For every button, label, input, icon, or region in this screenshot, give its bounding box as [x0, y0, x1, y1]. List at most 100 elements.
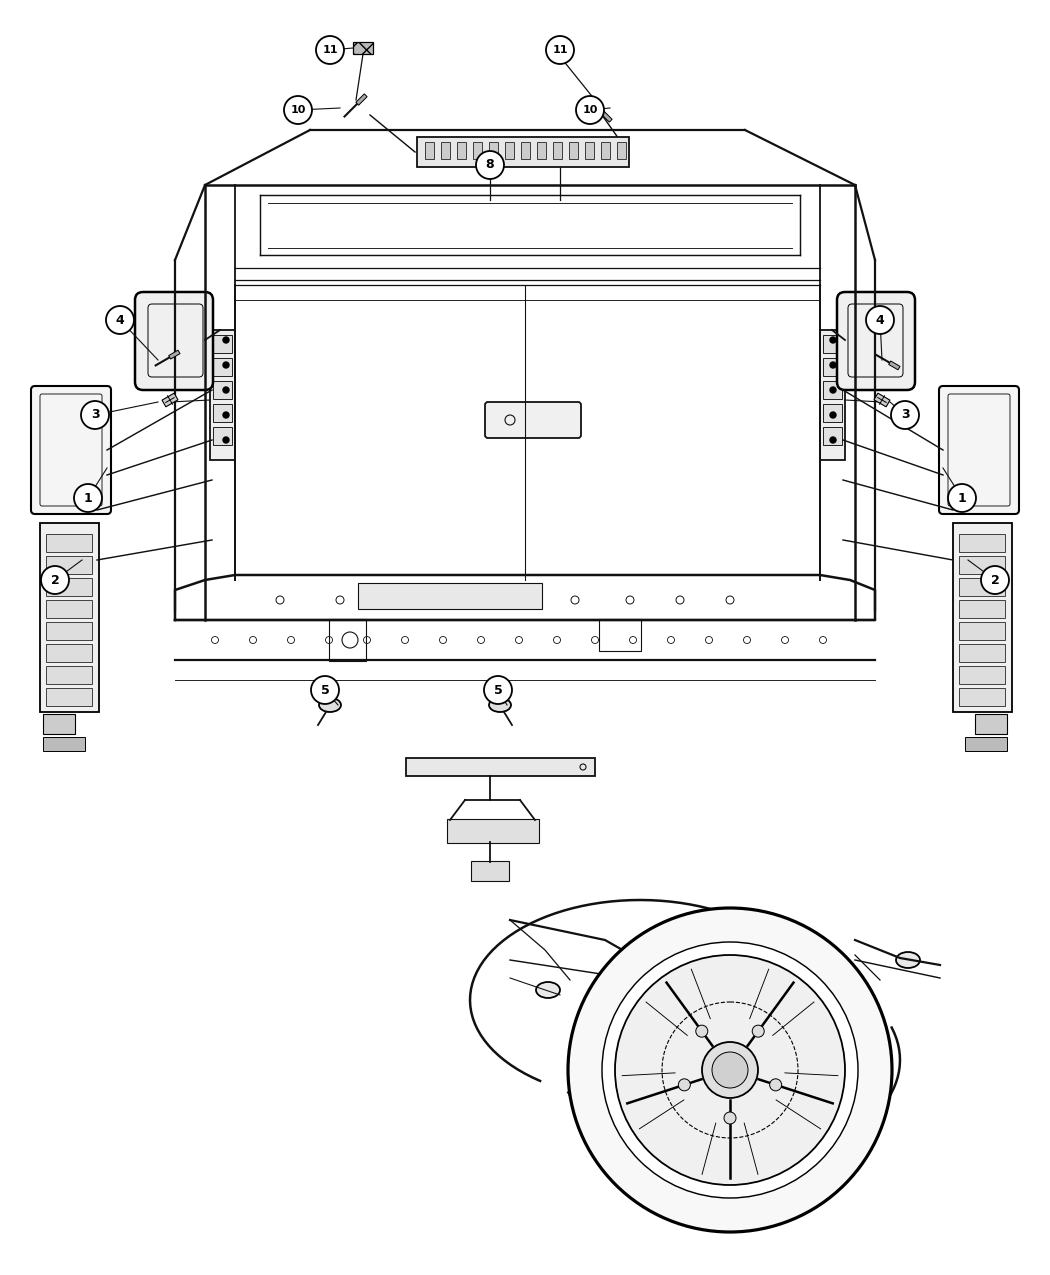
FancyBboxPatch shape — [46, 556, 92, 574]
Circle shape — [891, 402, 919, 428]
Circle shape — [316, 36, 344, 64]
Circle shape — [770, 1079, 781, 1091]
Polygon shape — [874, 393, 890, 407]
Text: 5: 5 — [494, 683, 502, 696]
FancyBboxPatch shape — [965, 737, 1007, 751]
Polygon shape — [169, 351, 180, 360]
Text: 2: 2 — [990, 574, 1000, 586]
FancyBboxPatch shape — [959, 688, 1005, 706]
FancyBboxPatch shape — [358, 583, 542, 609]
Circle shape — [576, 96, 604, 124]
Text: 8: 8 — [486, 158, 495, 172]
FancyBboxPatch shape — [213, 381, 232, 399]
FancyBboxPatch shape — [617, 142, 626, 159]
FancyBboxPatch shape — [823, 404, 842, 422]
FancyBboxPatch shape — [46, 622, 92, 640]
FancyBboxPatch shape — [548, 42, 568, 54]
FancyBboxPatch shape — [213, 427, 232, 445]
Circle shape — [702, 1042, 758, 1098]
FancyBboxPatch shape — [32, 386, 111, 514]
FancyBboxPatch shape — [213, 335, 232, 353]
FancyBboxPatch shape — [353, 42, 373, 54]
FancyBboxPatch shape — [975, 714, 1007, 734]
Circle shape — [74, 484, 102, 513]
Text: 2: 2 — [50, 574, 60, 586]
FancyBboxPatch shape — [472, 142, 482, 159]
Circle shape — [41, 566, 69, 594]
Polygon shape — [356, 94, 368, 105]
Polygon shape — [601, 111, 612, 122]
FancyBboxPatch shape — [959, 556, 1005, 574]
Circle shape — [311, 676, 339, 704]
Text: 4: 4 — [116, 314, 124, 326]
Text: 11: 11 — [552, 45, 568, 55]
FancyBboxPatch shape — [953, 523, 1012, 711]
Text: 3: 3 — [90, 408, 100, 422]
FancyBboxPatch shape — [213, 404, 232, 422]
FancyBboxPatch shape — [959, 622, 1005, 640]
Circle shape — [830, 437, 836, 442]
Ellipse shape — [319, 697, 341, 711]
Text: 1: 1 — [958, 491, 966, 505]
Circle shape — [284, 96, 312, 124]
FancyBboxPatch shape — [553, 142, 562, 159]
Text: 4: 4 — [876, 314, 884, 326]
Polygon shape — [162, 393, 178, 407]
Polygon shape — [888, 361, 900, 370]
FancyBboxPatch shape — [417, 136, 629, 167]
FancyBboxPatch shape — [569, 142, 578, 159]
FancyBboxPatch shape — [471, 861, 509, 881]
FancyBboxPatch shape — [46, 666, 92, 683]
FancyBboxPatch shape — [135, 292, 213, 390]
Circle shape — [830, 362, 836, 368]
FancyBboxPatch shape — [823, 358, 842, 376]
FancyBboxPatch shape — [46, 688, 92, 706]
FancyBboxPatch shape — [457, 142, 466, 159]
Ellipse shape — [896, 952, 920, 968]
Circle shape — [484, 676, 512, 704]
FancyBboxPatch shape — [585, 142, 594, 159]
Circle shape — [602, 942, 858, 1198]
Text: 3: 3 — [901, 408, 909, 422]
Circle shape — [106, 306, 134, 334]
FancyBboxPatch shape — [489, 142, 498, 159]
FancyBboxPatch shape — [213, 358, 232, 376]
FancyBboxPatch shape — [43, 714, 75, 734]
FancyBboxPatch shape — [441, 142, 450, 159]
Text: 1: 1 — [84, 491, 92, 505]
FancyBboxPatch shape — [46, 534, 92, 552]
Circle shape — [981, 566, 1009, 594]
Ellipse shape — [536, 982, 560, 998]
FancyBboxPatch shape — [820, 330, 845, 460]
FancyBboxPatch shape — [601, 142, 610, 159]
Circle shape — [223, 412, 229, 418]
FancyBboxPatch shape — [505, 142, 514, 159]
Circle shape — [830, 412, 836, 418]
Circle shape — [546, 36, 574, 64]
Circle shape — [615, 955, 845, 1184]
FancyBboxPatch shape — [823, 381, 842, 399]
FancyBboxPatch shape — [939, 386, 1018, 514]
Circle shape — [830, 337, 836, 343]
FancyBboxPatch shape — [959, 534, 1005, 552]
Circle shape — [830, 388, 836, 393]
FancyBboxPatch shape — [43, 737, 85, 751]
FancyBboxPatch shape — [823, 427, 842, 445]
Circle shape — [712, 1052, 748, 1088]
FancyBboxPatch shape — [537, 142, 546, 159]
FancyBboxPatch shape — [406, 759, 595, 776]
FancyBboxPatch shape — [46, 644, 92, 662]
Circle shape — [696, 1025, 708, 1037]
Circle shape — [476, 150, 504, 178]
Text: 10: 10 — [583, 105, 597, 115]
Circle shape — [948, 484, 976, 513]
Circle shape — [568, 908, 892, 1232]
FancyBboxPatch shape — [959, 666, 1005, 683]
FancyBboxPatch shape — [46, 578, 92, 595]
Circle shape — [678, 1079, 690, 1091]
FancyBboxPatch shape — [485, 402, 581, 439]
FancyBboxPatch shape — [46, 601, 92, 618]
Circle shape — [223, 388, 229, 393]
Circle shape — [223, 337, 229, 343]
FancyBboxPatch shape — [521, 142, 530, 159]
